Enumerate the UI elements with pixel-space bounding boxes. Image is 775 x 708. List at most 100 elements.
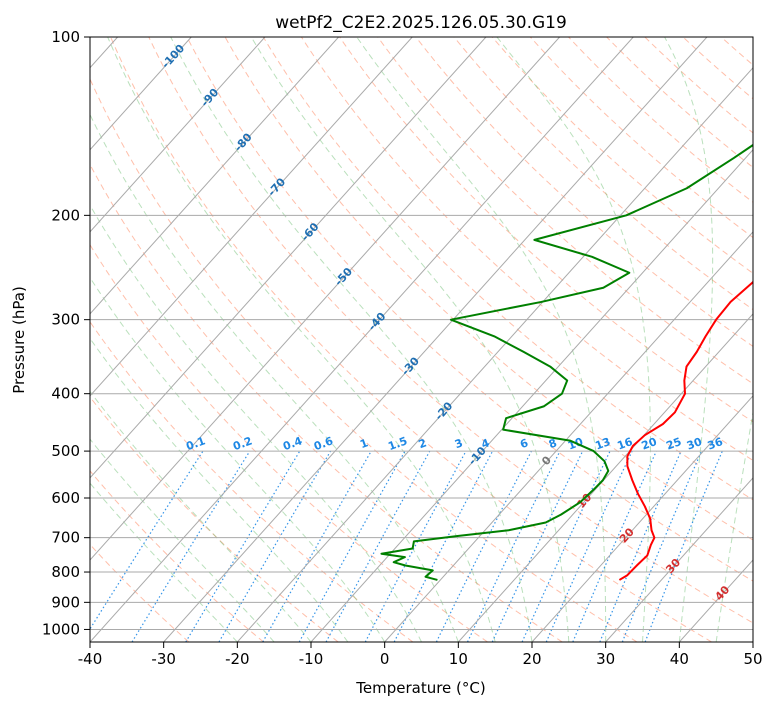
y-tick-label: 800 xyxy=(51,563,80,581)
mixing-ratio-label: 20 xyxy=(640,435,659,453)
dry-adiabat xyxy=(606,37,753,169)
mixing-ratio-line xyxy=(599,450,682,642)
mixing-ratio-label: 8 xyxy=(547,436,559,451)
isotherm-line xyxy=(90,37,634,642)
mixing-ratio-label: 0.4 xyxy=(281,434,304,453)
y-tick-label: 100 xyxy=(51,28,80,46)
mixing-ratio-line xyxy=(435,450,532,642)
isotherm-line xyxy=(90,37,192,151)
mixing-ratio-label: 0.1 xyxy=(184,434,207,453)
mixing-ratio-line xyxy=(325,450,431,642)
y-tick-label: 200 xyxy=(51,206,80,224)
mixing-ratio-line xyxy=(298,450,406,642)
dry-adiabat xyxy=(90,321,414,642)
isotherm-line xyxy=(90,37,413,397)
mixing-ratio-label: 6 xyxy=(518,436,530,451)
mixing-ratio-label: 30 xyxy=(685,435,704,453)
mixing-ratio-line xyxy=(621,450,703,642)
isotherm-line xyxy=(90,37,266,233)
dry-adiabat xyxy=(148,37,753,624)
plot-frame xyxy=(89,36,754,643)
dewpoint-profile xyxy=(380,143,753,581)
dry-adiabat xyxy=(339,37,753,423)
mixing-ratio-label: 36 xyxy=(706,435,725,453)
mixing-ratio-label: 4 xyxy=(480,436,492,451)
x-tick-label: 30 xyxy=(596,650,615,668)
x-tick-label: 50 xyxy=(743,650,762,668)
y-tick-label: 300 xyxy=(51,311,80,329)
mixing-ratio-line xyxy=(572,450,657,642)
mixing-ratio-label: 0.2 xyxy=(231,434,254,453)
isotherm-line xyxy=(90,37,487,479)
mixing-ratio-line xyxy=(218,450,332,642)
dry-adiabat xyxy=(186,37,753,582)
y-axis-title: Pressure (hPa) xyxy=(10,286,28,394)
x-tick-label: -20 xyxy=(225,650,250,668)
mixing-ratio-label: 25 xyxy=(664,435,683,452)
moist-adiabat xyxy=(90,438,275,642)
mixing-ratio-label: 1.5 xyxy=(386,434,409,453)
dry-adiabat xyxy=(90,243,488,642)
mixing-ratio-label: 13 xyxy=(593,435,612,452)
isotherm-line xyxy=(457,313,753,642)
isotherm-line xyxy=(90,37,339,315)
mixing-ratio-line xyxy=(262,450,372,642)
x-tick-label: -10 xyxy=(299,650,324,668)
y-tick-label: 900 xyxy=(51,593,80,611)
isotherm-line xyxy=(163,37,708,642)
mixing-ratio-label: 1 xyxy=(358,436,370,451)
mixing-ratio-line xyxy=(521,450,611,642)
x-tick-label: -30 xyxy=(151,650,176,668)
y-tick-label: 400 xyxy=(51,385,80,403)
mixing-ratio-line xyxy=(90,450,204,631)
y-tick-label: 700 xyxy=(51,529,80,547)
profile-lines xyxy=(380,143,753,581)
dry-adiabat xyxy=(90,77,638,642)
x-tick-label: -40 xyxy=(78,650,103,668)
chart-title: wetPf2_C2E2.2025.126.05.30.G19 xyxy=(275,13,567,33)
dry-adiabat xyxy=(224,37,753,541)
mixing-ratio-label: 2 xyxy=(417,436,429,451)
isotherm-line xyxy=(531,395,753,642)
mixing-ratio-line xyxy=(491,450,584,642)
y-axis-ticks: 100 200 300 400 500 600 700 800 900 1000 xyxy=(42,28,90,638)
x-axis-ticks: -40 -30 -20 -10 0 10 20 30 40 50 xyxy=(78,642,763,668)
moist-adiabat xyxy=(664,37,714,642)
dry-adiabat xyxy=(90,396,339,642)
mixing-ratio-label: 0.6 xyxy=(312,434,335,453)
moist-adiabat xyxy=(170,37,533,642)
mixing-ratio-line xyxy=(545,450,633,642)
x-tick-label: 10 xyxy=(449,650,468,668)
mixing-ratio-label: 16 xyxy=(616,435,635,453)
moist-adiabat xyxy=(90,276,386,642)
mixing-ratio-label: 3 xyxy=(453,436,465,451)
isotherm-line xyxy=(236,67,753,642)
moist-adiabat xyxy=(496,37,651,642)
y-tick-label: 1000 xyxy=(42,620,80,638)
moist-adiabat xyxy=(90,337,349,642)
mixing-ratio-line xyxy=(131,450,251,642)
isotherm-line xyxy=(384,231,753,642)
mixing-ratio-line xyxy=(185,450,301,642)
dry-adiabat xyxy=(415,37,753,347)
dry-adiabat xyxy=(453,37,753,311)
dry-adiabat xyxy=(491,37,753,274)
dry-adiabat xyxy=(377,37,753,385)
x-axis-title: Temperature (°C) xyxy=(355,679,485,697)
y-tick-label: 600 xyxy=(51,489,80,507)
moist-adiabat xyxy=(356,37,607,642)
moist-adiabat xyxy=(90,204,422,642)
moist-adiabat xyxy=(107,37,496,642)
x-tick-label: 40 xyxy=(670,650,689,668)
dry-adiabat xyxy=(110,37,712,642)
moist-adiabat xyxy=(250,37,570,642)
x-tick-label: 0 xyxy=(380,650,390,668)
x-tick-label: 20 xyxy=(522,650,541,668)
mixing-ratio-line xyxy=(466,450,561,642)
temperature-profile xyxy=(618,280,753,581)
y-tick-label: 500 xyxy=(51,442,80,460)
isotherm-line xyxy=(90,37,560,561)
